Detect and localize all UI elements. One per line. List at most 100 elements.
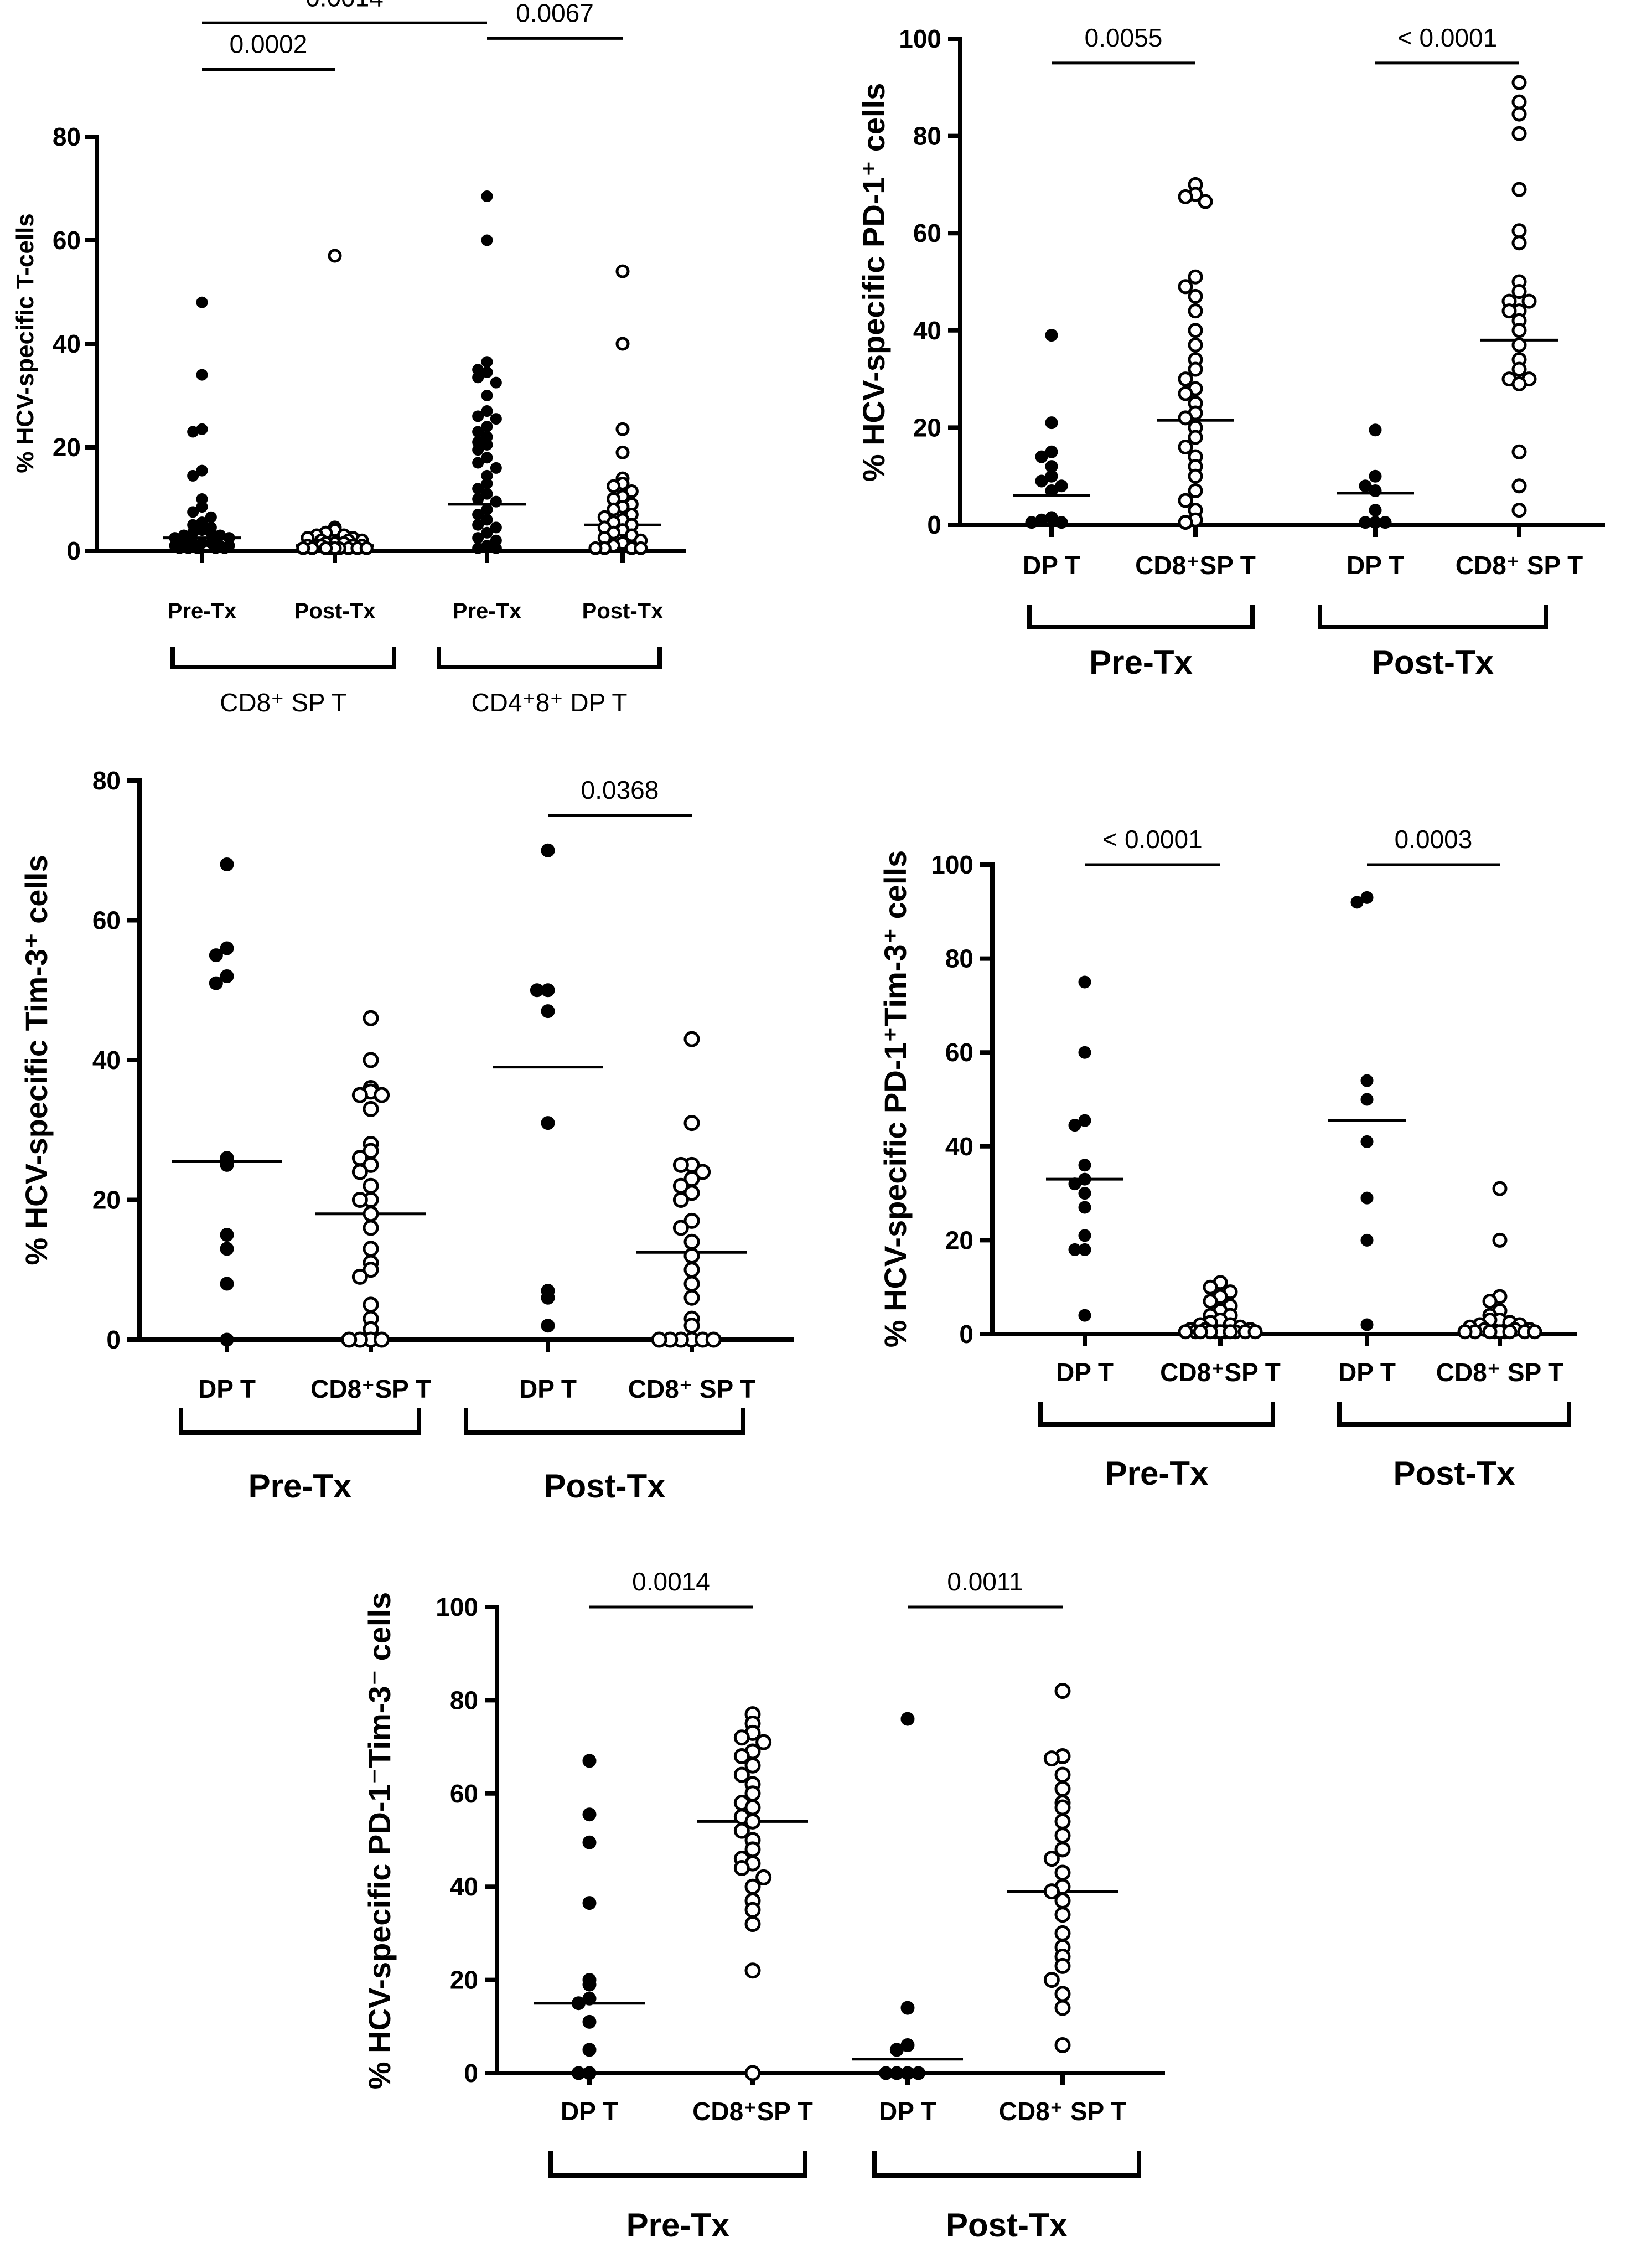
y-tick-label: 40 [913, 316, 941, 345]
data-point [615, 445, 630, 459]
y-tick-label: 40 [92, 1046, 121, 1074]
y-tick-label: 80 [450, 1686, 478, 1714]
data-point [744, 1962, 761, 1979]
data-point [481, 356, 493, 368]
data-point [744, 1878, 761, 1895]
data-point [1247, 1324, 1263, 1340]
data-point [1360, 1318, 1374, 1331]
y-tick-label: 0 [959, 1320, 973, 1349]
data-point [351, 1268, 368, 1285]
data-point [481, 190, 493, 203]
group-label: Pre-Tx [1089, 644, 1193, 681]
data-point [615, 337, 630, 351]
group-label: CD4⁺8⁺ DP T [471, 688, 627, 717]
group-label: CD8⁺ SP T [220, 688, 347, 717]
data-point [1482, 1324, 1498, 1340]
data-point [1178, 279, 1193, 295]
data-point [541, 1290, 555, 1305]
data-point [1054, 2037, 1071, 2053]
p-value-label: 0.0368 [581, 776, 659, 804]
data-point [481, 405, 493, 417]
p-value-label: < 0.0001 [1397, 23, 1497, 52]
data-point [1379, 516, 1392, 529]
data-point [1188, 269, 1203, 285]
data-point [196, 296, 208, 308]
data-point [1045, 329, 1058, 342]
data-point [1043, 1883, 1060, 1900]
data-point [1511, 223, 1527, 239]
data-point [683, 1289, 700, 1306]
data-point [1054, 1683, 1071, 1699]
p-value-label: 0.0055 [1085, 23, 1163, 52]
data-point [1193, 1324, 1208, 1340]
group-bracket [548, 2151, 807, 2178]
data-point [363, 1296, 379, 1313]
data-point [1502, 1324, 1518, 1340]
data-point [879, 2066, 893, 2080]
chart-panel-b: 0 20 40 60 80 100 % HCV-specific PD-1⁺ cells DP… [856, 23, 1605, 681]
category-label: CD8⁺SP T [310, 1375, 431, 1403]
group-label: Post-Tx [1393, 1455, 1515, 1492]
data-point [582, 1977, 597, 1992]
data-point [683, 1275, 700, 1292]
category-label: DP T [198, 1375, 256, 1403]
data-point [1369, 484, 1382, 498]
data-point [363, 1156, 379, 1173]
data-point [1511, 235, 1527, 251]
data-point [1178, 440, 1193, 455]
data-point [755, 1869, 772, 1885]
y-tick-label: 100 [931, 850, 973, 879]
data-point [582, 1754, 597, 1768]
y-tick-label: 40 [945, 1132, 973, 1161]
data-point [1511, 478, 1527, 494]
data-point [220, 1228, 234, 1242]
data-point [481, 452, 493, 464]
category-label: Pre-Tx [168, 599, 237, 623]
data-point [541, 843, 555, 857]
data-point [744, 1916, 761, 1933]
y-tick-label: 20 [92, 1186, 121, 1215]
data-point [1482, 1294, 1498, 1309]
data-point [220, 1332, 234, 1347]
data-point [481, 488, 493, 500]
data-point [1054, 1864, 1071, 1881]
data-point [363, 1241, 379, 1257]
data-point [1188, 288, 1203, 304]
data-point [607, 479, 621, 493]
category-label: DP T [1023, 551, 1080, 580]
data-point [541, 1004, 555, 1019]
y-tick-label: 20 [945, 1226, 973, 1254]
category-label: DP T [1347, 551, 1404, 580]
data-point [1492, 1232, 1508, 1248]
data-point [196, 369, 208, 381]
data-point [1369, 504, 1382, 517]
data-point [1203, 1279, 1218, 1295]
data-point [744, 1757, 761, 1774]
data-point [1054, 1892, 1071, 1909]
data-point [481, 438, 493, 451]
data-point [683, 1248, 700, 1264]
data-point [1178, 493, 1193, 508]
data-point [607, 502, 621, 516]
p-value-label: 0.0002 [230, 29, 308, 58]
data-point [1178, 386, 1193, 401]
data-point [490, 542, 502, 554]
data-point [1035, 474, 1048, 488]
data-point [900, 1712, 915, 1726]
data-point [1043, 1972, 1060, 1988]
data-point [1223, 1324, 1238, 1340]
data-point [1078, 1046, 1091, 1059]
data-point [1501, 303, 1517, 319]
data-point [359, 541, 374, 555]
data-point [1511, 323, 1527, 338]
y-tick-label: 100 [436, 1593, 478, 1621]
y-tick-label: 0 [464, 2059, 478, 2088]
data-point [683, 1212, 700, 1229]
data-point [1511, 503, 1527, 518]
data-point [196, 464, 208, 477]
data-point [1054, 1925, 1071, 1941]
y-tick-label: 60 [92, 906, 121, 935]
data-point [615, 422, 630, 436]
data-point [1078, 1159, 1091, 1172]
data-point [651, 1331, 667, 1348]
